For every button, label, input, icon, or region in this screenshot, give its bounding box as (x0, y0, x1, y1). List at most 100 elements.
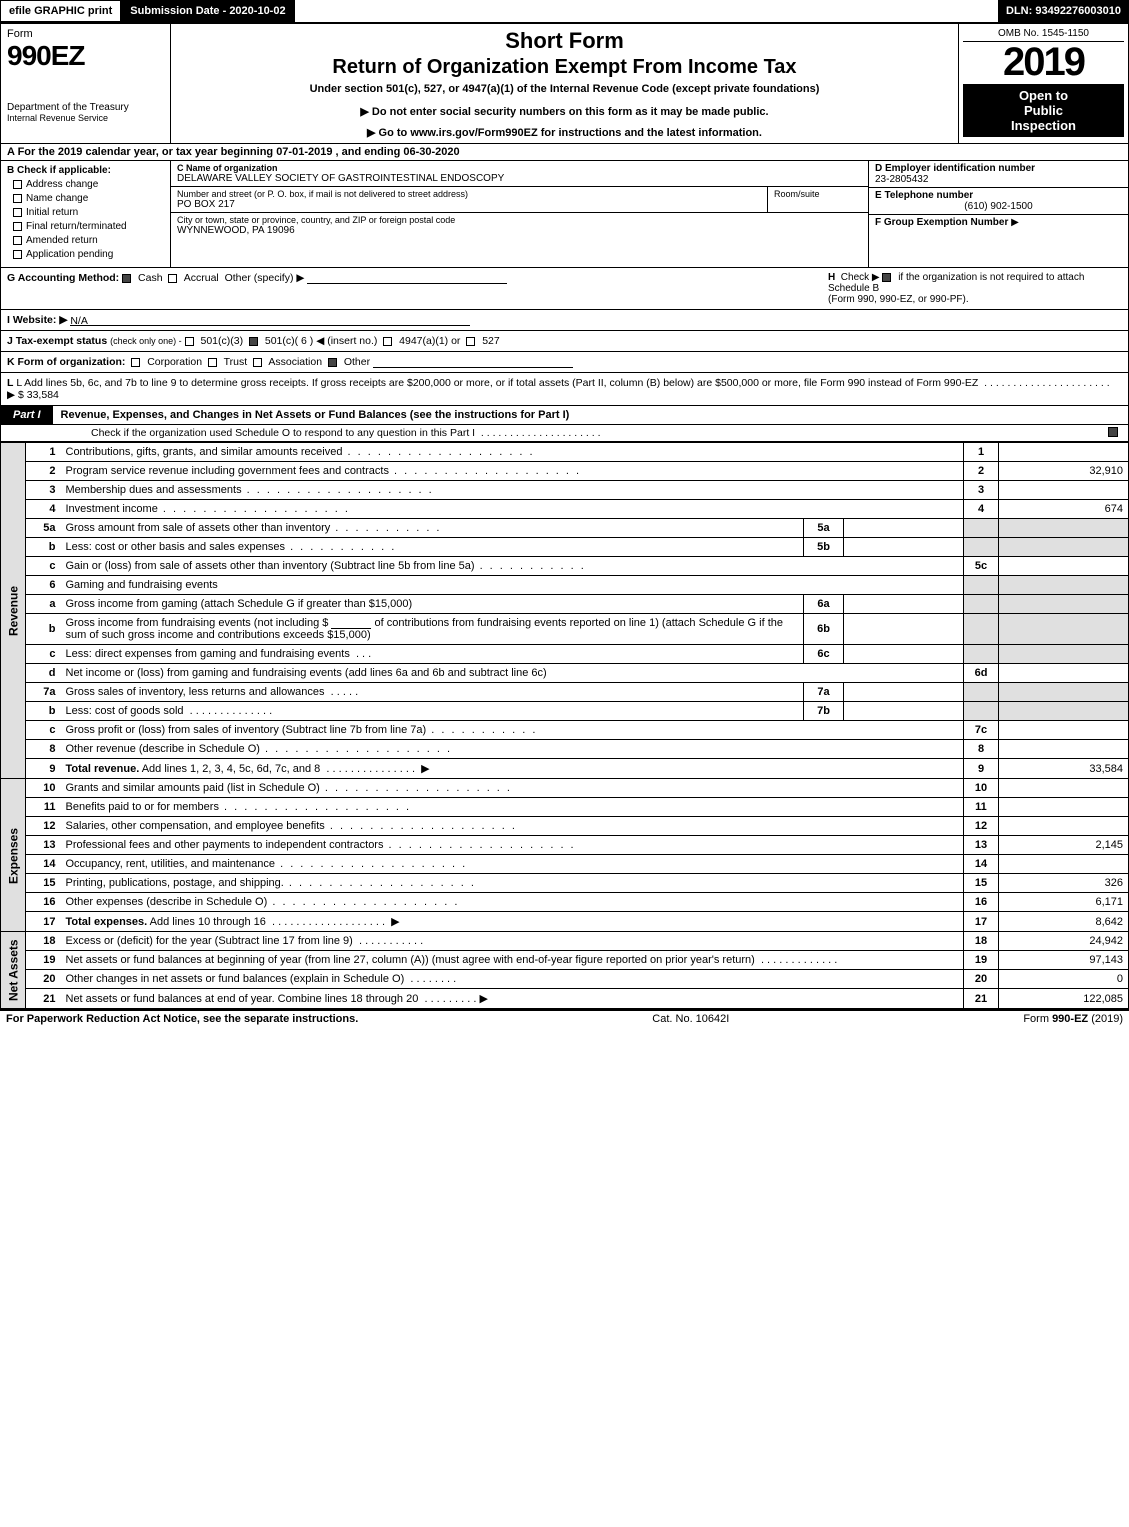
goto-link[interactable]: ▶ Go to www.irs.gov/Form990EZ for instru… (177, 126, 952, 139)
box-c-city-label: City or town, state or province, country… (177, 215, 862, 225)
chk-initial-return-label: Initial return (26, 207, 78, 218)
line-7b-rn-shade (964, 702, 999, 721)
submission-date-button[interactable]: Submission Date - 2020-10-02 (121, 0, 294, 22)
org-city: WYNNEWOOD, PA 19096 (177, 225, 862, 236)
line-6c-desc: Less: direct expenses from gaming and fu… (66, 648, 350, 660)
other-org-input[interactable] (373, 357, 573, 368)
chk-amended-return[interactable]: Amended return (13, 235, 164, 246)
line-6b-sub: 6b (804, 614, 844, 645)
header-left: Form 990EZ Department of the Treasury In… (1, 24, 171, 143)
revenue-side-label: Revenue (1, 443, 26, 779)
line-16: 16 Other expenses (describe in Schedule … (1, 893, 1129, 912)
chk-no-schedule-b[interactable] (882, 273, 891, 282)
chk-application-pending[interactable]: Application pending (13, 249, 164, 260)
line-6d-val (999, 664, 1129, 683)
chk-trust[interactable] (208, 358, 217, 367)
part-i-header: Part I Revenue, Expenses, and Changes in… (0, 406, 1129, 425)
line-12-desc: Salaries, other compensation, and employ… (66, 820, 517, 832)
chk-initial-return[interactable]: Initial return (13, 207, 164, 218)
line-6d-rn: 6d (964, 664, 999, 683)
line-4-rn: 4 (964, 500, 999, 519)
chk-cash[interactable] (122, 274, 131, 283)
ghi-block: G Accounting Method: Cash Accrual Other … (0, 268, 1129, 406)
line-g: G Accounting Method: Cash Accrual Other … (7, 272, 822, 305)
chk-accrual[interactable] (168, 274, 177, 283)
footer-left: For Paperwork Reduction Act Notice, see … (6, 1013, 358, 1025)
chk-501c3[interactable] (185, 337, 194, 346)
efile-print-button[interactable]: efile GRAPHIC print (0, 0, 121, 22)
line-6c-val-shade (999, 645, 1129, 664)
line-6c-sub: 6c (804, 645, 844, 664)
box-c-room-label: Room/suite (774, 189, 862, 199)
line-21-rn: 21 (964, 989, 999, 1009)
footer-right-label: Form (1023, 1013, 1052, 1025)
line-3-desc: Membership dues and assessments (66, 484, 434, 496)
chk-application-pending-label: Application pending (26, 249, 113, 260)
box-f-label: F Group Exemption Number (875, 217, 1008, 228)
line-3-rn: 3 (964, 481, 999, 500)
line-6b-no: b (26, 614, 61, 645)
line-7a-val-shade (999, 683, 1129, 702)
line-4-no: 4 (26, 500, 61, 519)
chk-527[interactable] (466, 337, 475, 346)
line-6b-blank[interactable] (331, 618, 371, 629)
line-7a-no: 7a (26, 683, 61, 702)
line-3-no: 3 (26, 481, 61, 500)
other-specify-input[interactable] (307, 273, 507, 284)
line-5c-no: c (26, 557, 61, 576)
tax-year-row: A For the 2019 calendar year, or tax yea… (0, 144, 1129, 161)
chk-corp[interactable] (131, 358, 140, 367)
line-7c-desc: Gross profit or (loss) from sales of inv… (66, 724, 538, 736)
lbl-4947: 4947(a)(1) or (399, 335, 460, 347)
chk-4947[interactable] (383, 337, 392, 346)
line-6c-rn-shade (964, 645, 999, 664)
form-header: Form 990EZ Department of the Treasury In… (0, 22, 1129, 144)
line-j-sub: (check only one) - (110, 336, 182, 346)
line-17-val: 8,642 (999, 912, 1129, 932)
chk-final-return[interactable]: Final return/terminated (13, 221, 164, 232)
line-21-desc: Net assets or fund balances at end of ye… (66, 993, 419, 1005)
box-c: C Name of organization DELAWARE VALLEY S… (171, 161, 868, 267)
topbar: efile GRAPHIC print Submission Date - 20… (0, 0, 1129, 22)
footer-right-year: (2019) (1088, 1013, 1123, 1025)
line-6: 6 Gaming and fundraising events (1, 576, 1129, 595)
department-label: Department of the Treasury (7, 102, 164, 113)
header-right: OMB No. 1545-1150 2019 Open to Public In… (958, 24, 1128, 143)
chk-501c[interactable] (249, 337, 258, 346)
chk-other-org[interactable] (328, 358, 337, 367)
line-6a-sub: 6a (804, 595, 844, 614)
line-2-desc: Program service revenue including govern… (66, 465, 582, 477)
chk-final-return-label: Final return/terminated (26, 221, 127, 232)
box-b: B Check if applicable: Address change Na… (1, 161, 171, 267)
open-line2: Public (965, 103, 1122, 118)
line-8-val (999, 740, 1129, 759)
footer-center: Cat. No. 10642I (652, 1013, 729, 1025)
line-1-rn: 1 (964, 443, 999, 462)
line-g-label: G Accounting Method: (7, 272, 119, 284)
line-2: 2 Program service revenue including gove… (1, 462, 1129, 481)
line-7b-no: b (26, 702, 61, 721)
line-7b-val-shade (999, 702, 1129, 721)
line-21: 21 Net assets or fund balances at end of… (1, 989, 1129, 1009)
line-17-rn: 17 (964, 912, 999, 932)
chk-address-change[interactable]: Address change (13, 179, 164, 190)
line-17-no: 17 (26, 912, 61, 932)
line-6b-val-shade (999, 614, 1129, 645)
line-18: Net Assets 18 Excess or (deficit) for th… (1, 932, 1129, 951)
footer: For Paperwork Reduction Act Notice, see … (0, 1009, 1129, 1027)
line-h-label: H (828, 272, 835, 283)
header-center: Short Form Return of Organization Exempt… (171, 24, 958, 143)
line-8: 8 Other revenue (describe in Schedule O)… (1, 740, 1129, 759)
line-7c-rn: 7c (964, 721, 999, 740)
chk-name-change[interactable]: Name change (13, 193, 164, 204)
line-1-val (999, 443, 1129, 462)
chk-schedule-o[interactable] (1108, 427, 1118, 437)
org-street: PO BOX 217 (177, 199, 761, 210)
chk-amended-return-label: Amended return (26, 235, 98, 246)
line-11-desc: Benefits paid to or for members (66, 801, 412, 813)
chk-assoc[interactable] (253, 358, 262, 367)
chk-address-change-label: Address change (26, 179, 98, 190)
line-5a: 5a Gross amount from sale of assets othe… (1, 519, 1129, 538)
line-13-no: 13 (26, 836, 61, 855)
line-2-no: 2 (26, 462, 61, 481)
